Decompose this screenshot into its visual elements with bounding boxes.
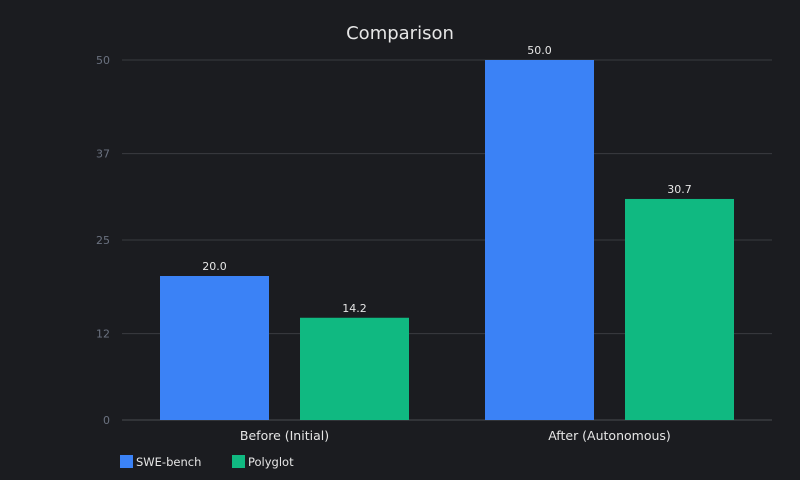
bar-polyglot-0[interactable] xyxy=(300,317,409,420)
legend-label[interactable]: SWE-bench xyxy=(136,455,201,469)
bar-value-label: 20.0 xyxy=(202,260,227,273)
bar-polyglot-1[interactable] xyxy=(625,198,734,420)
bar-swe-bench-0[interactable] xyxy=(160,276,269,420)
legend: SWE-bench Polyglot xyxy=(120,455,294,469)
labels-layer: 0 12 25 37 50 20.0 14.2 Before (Initial) 50.0 30.… xyxy=(96,44,692,443)
bar-value-label: 14.2 xyxy=(342,302,367,315)
bar-value-label: 30.7 xyxy=(667,183,692,196)
legend-swatch-polyglot[interactable] xyxy=(232,455,245,468)
y-tick-label: 37 xyxy=(96,148,110,161)
x-category-label: Before (Initial) xyxy=(240,428,329,443)
y-tick-label: 25 xyxy=(96,234,110,247)
legend-label[interactable]: Polyglot xyxy=(248,455,294,469)
bar-value-label: 50.0 xyxy=(527,44,552,57)
y-tick-label: 0 xyxy=(103,414,110,427)
chart-title: Comparison xyxy=(346,23,454,44)
legend-swatch-swe-bench[interactable] xyxy=(120,455,133,468)
y-tick-label: 12 xyxy=(96,328,110,341)
bars-layer xyxy=(160,60,734,420)
y-tick-label: 50 xyxy=(96,54,110,67)
bar-swe-bench-1[interactable] xyxy=(485,60,594,420)
x-category-label: After (Autonomous) xyxy=(548,428,671,443)
